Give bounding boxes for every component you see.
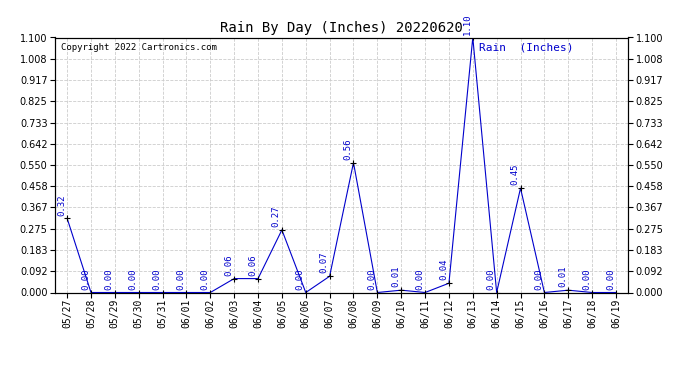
Text: 0.01: 0.01 bbox=[558, 266, 567, 287]
Text: 0.00: 0.00 bbox=[105, 268, 114, 290]
Text: 0.00: 0.00 bbox=[582, 268, 591, 290]
Text: 0.00: 0.00 bbox=[128, 268, 138, 290]
Text: Copyright 2022 Cartronics.com: Copyright 2022 Cartronics.com bbox=[61, 43, 217, 52]
Text: 1.10: 1.10 bbox=[463, 13, 472, 35]
Text: 0.56: 0.56 bbox=[344, 138, 353, 160]
Title: Rain By Day (Inches) 20220620: Rain By Day (Inches) 20220620 bbox=[220, 21, 463, 35]
Text: 0.32: 0.32 bbox=[57, 194, 66, 216]
Text: 0.00: 0.00 bbox=[606, 268, 615, 290]
Text: Rain  (Inches): Rain (Inches) bbox=[479, 43, 573, 52]
Text: 0.00: 0.00 bbox=[81, 268, 90, 290]
Text: 0.00: 0.00 bbox=[415, 268, 424, 290]
Text: 0.07: 0.07 bbox=[319, 252, 328, 273]
Text: 0.00: 0.00 bbox=[177, 268, 186, 290]
Text: 0.00: 0.00 bbox=[367, 268, 376, 290]
Text: 0.45: 0.45 bbox=[511, 164, 520, 185]
Text: 0.00: 0.00 bbox=[152, 268, 161, 290]
Text: 0.27: 0.27 bbox=[272, 206, 281, 227]
Text: 0.00: 0.00 bbox=[200, 268, 209, 290]
Text: 0.00: 0.00 bbox=[296, 268, 305, 290]
Text: 0.06: 0.06 bbox=[224, 254, 233, 276]
Text: 0.06: 0.06 bbox=[248, 254, 257, 276]
Text: 0.00: 0.00 bbox=[534, 268, 543, 290]
Text: 0.04: 0.04 bbox=[439, 259, 448, 280]
Text: 0.01: 0.01 bbox=[391, 266, 400, 287]
Text: 0.00: 0.00 bbox=[486, 268, 495, 290]
